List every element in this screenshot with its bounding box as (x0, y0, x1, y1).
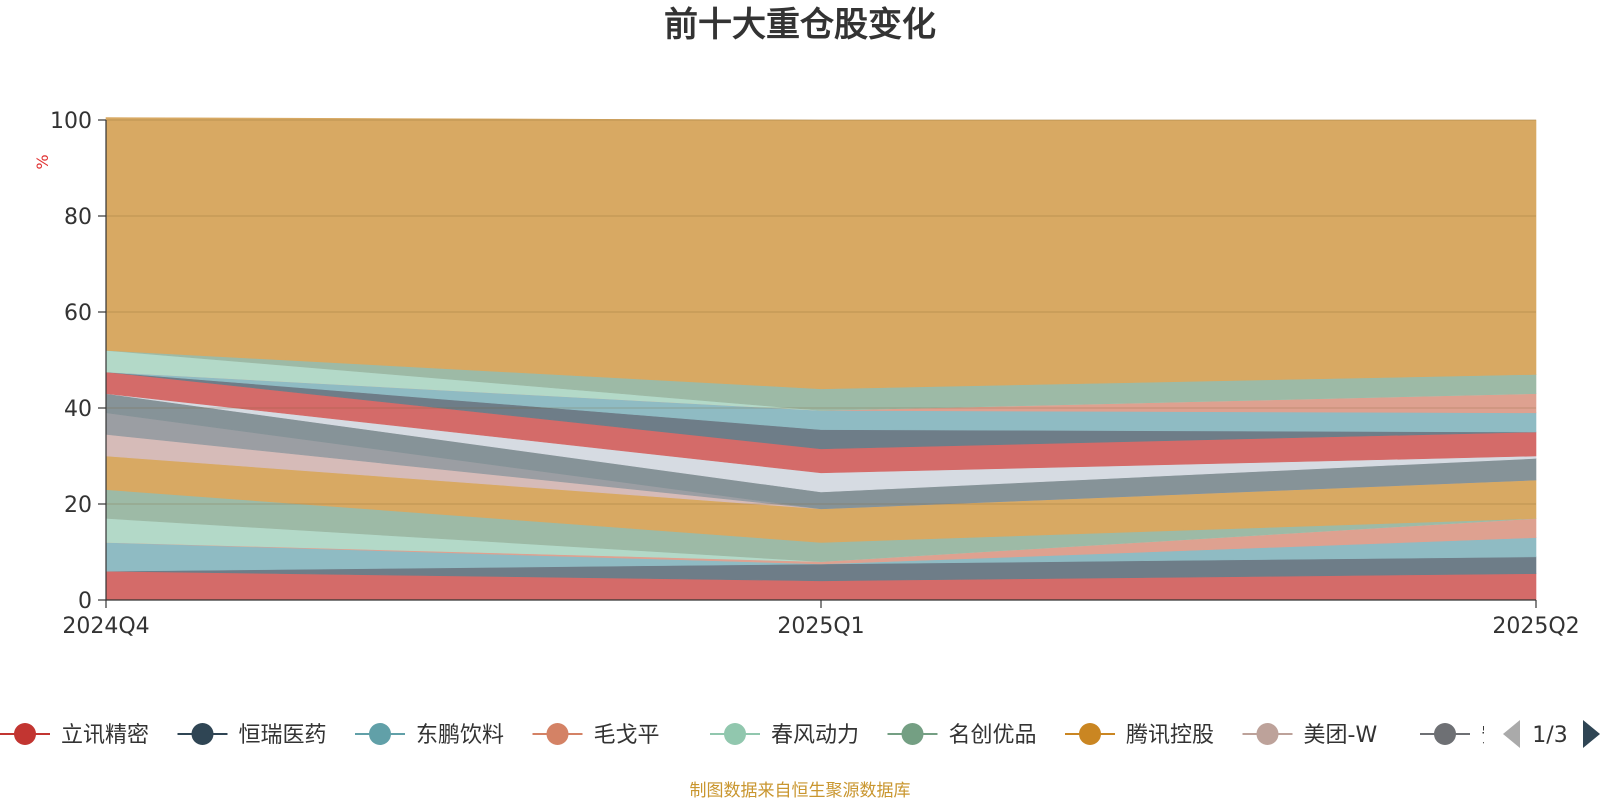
axes: 0 20 40 60 80 100 2024Q4 2025Q1 2025Q2 (50, 109, 1580, 639)
legend-item-0[interactable]: 立讯精密 (0, 723, 149, 748)
y-tick-label-5: 100 (50, 109, 92, 134)
y-tick-label-3: 60 (64, 301, 92, 326)
legend-marker-3 (546, 723, 569, 745)
legend-label-0: 立讯精密 (61, 723, 149, 748)
legend-marker-4 (724, 723, 746, 745)
legend-items: 立讯精密 恒瑞医药 东鹏饮料 毛戈平 春风动力 名创优品 腾讯控股 美团-W 安琪酵母 (0, 723, 1569, 748)
legend-label-3: 毛戈平 (594, 723, 660, 748)
legend-label-8: 安琪酵母 (1481, 723, 1569, 748)
legend-item-4[interactable]: 春风动力 (710, 723, 859, 748)
legend-item-5[interactable]: 名创优品 (887, 723, 1037, 748)
grid-lines (106, 119, 1536, 505)
y-tick-label-0: 0 (78, 589, 92, 614)
legend-marker-2 (369, 723, 391, 745)
chart-title: 前十大重仓股变化 (664, 5, 936, 45)
legend-label-2: 东鹏饮料 (416, 723, 504, 748)
legend-label-7: 美团-W (1304, 723, 1378, 748)
y-tick-label-2: 40 (64, 397, 92, 422)
area-series-17 (105, 117, 1537, 390)
x-tick-label-2: 2025Q2 (1492, 614, 1579, 639)
legend-marker-1 (191, 723, 214, 745)
legend-item-2[interactable]: 东鹏饮料 (355, 723, 504, 748)
legend-item-7[interactable]: 美团-W (1242, 723, 1378, 748)
x-tick-label-0: 2024Q4 (62, 614, 149, 639)
legend-label-6: 腾讯控股 (1126, 723, 1214, 748)
legend-label-1: 恒瑞医药 (239, 723, 327, 748)
legend-prev-icon[interactable] (1503, 720, 1520, 748)
legend-item-1[interactable]: 恒瑞医药 (177, 723, 327, 748)
legend-marker-8 (1434, 723, 1456, 745)
legend-marker-6 (1079, 723, 1101, 745)
legend-next-icon[interactable] (1583, 720, 1600, 748)
legend-item-6[interactable]: 腾讯控股 (1065, 723, 1214, 748)
legend-item-8[interactable]: 安琪酵母 (1420, 723, 1569, 748)
y-tick-label-4: 80 (64, 205, 92, 230)
legend-marker-7 (1256, 723, 1279, 745)
y-tick-label-1: 20 (64, 493, 92, 518)
legend-item-3[interactable]: 毛戈平 (532, 723, 660, 748)
legend-marker-0 (14, 723, 36, 745)
area-layers (105, 117, 1537, 601)
y-axis-unit: % (33, 154, 52, 169)
legend-page-indicator: 1/3 (1532, 723, 1567, 748)
x-tick-label-1: 2025Q1 (777, 614, 864, 639)
legend-marker-5 (901, 723, 924, 745)
source-note: 制图数据来自恒生聚源数据库 (690, 781, 911, 800)
legend-label-5: 名创优品 (949, 723, 1037, 748)
legend-label-4: 春风动力 (771, 723, 859, 748)
